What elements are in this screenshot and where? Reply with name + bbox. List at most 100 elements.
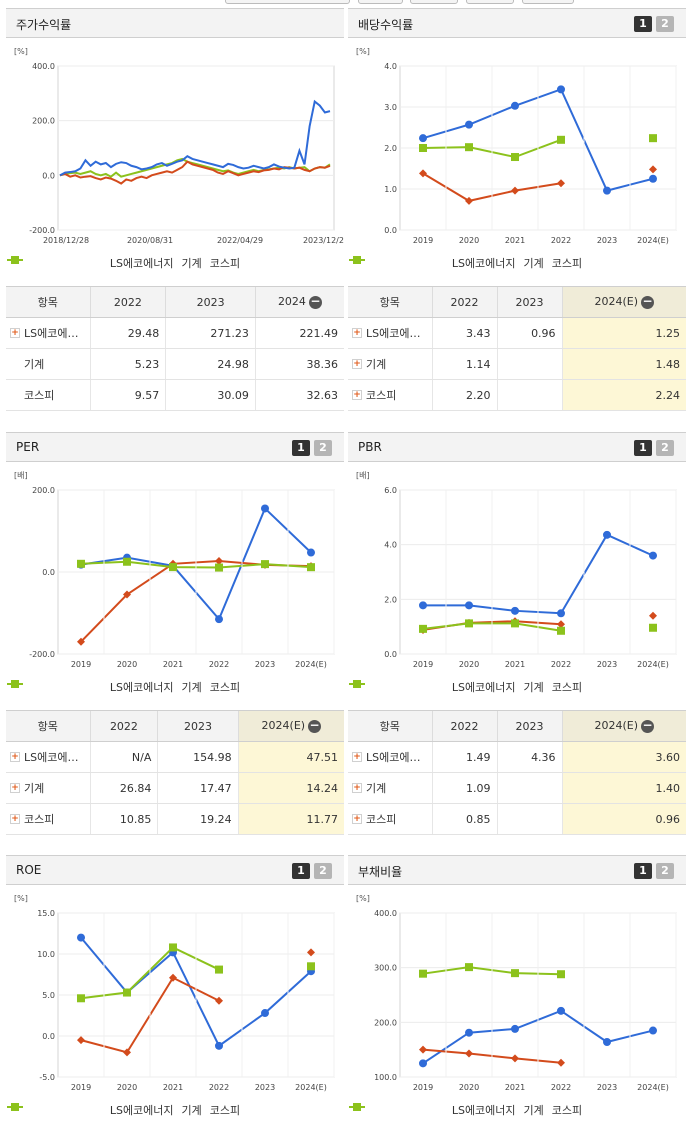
per-chart: [배] 200.0 0.0 -200.0 2019 2020 2021 2022 2023 202… [6, 462, 344, 698]
value-cell: 3.60 [561, 741, 686, 773]
data-point-ls [557, 85, 565, 94]
top-tab-4[interactable] [466, 0, 514, 4]
expand-plus-icon[interactable]: + [352, 390, 362, 400]
expand-plus-icon[interactable]: + [352, 328, 362, 338]
x-tick-label: 2019 [413, 1083, 433, 1092]
row-name-cell: + 기계 [348, 348, 432, 380]
legend-item-machinery[interactable]: 기계 [7, 1102, 202, 1118]
top-tab-3[interactable] [410, 0, 458, 4]
expand-plus-icon[interactable]: + [10, 783, 20, 793]
pbr-view-2-button[interactable]: 2 [656, 440, 674, 456]
debt-view-2-button[interactable]: 2 [656, 863, 674, 879]
y-tick-label: 400.0 [374, 909, 397, 918]
legend-item-ls[interactable]: LS에코에너지 [349, 1102, 516, 1118]
roe-panel: ROE 1 2 [%] 15.0 10.0 5.0 0.0 -5.0 2019 2020 202… [6, 855, 344, 1121]
value-cell: 17.47 [157, 772, 239, 804]
per-table: 항목 2022 2023 2024(E) − + LS에코에… N/A 154.98… [6, 710, 344, 835]
x-tick-label: 2023 [597, 660, 617, 669]
data-point-machinery [511, 1054, 519, 1063]
collapse-minus-icon[interactable]: − [641, 717, 655, 733]
expand-plus-icon[interactable]: + [352, 752, 362, 762]
data-point-ls [465, 601, 473, 610]
y-tick-label: 10.0 [37, 950, 55, 959]
debt-ratio-panel: 부채비율 1 2 [%] 400.0 300.0 200.0 100.0 2019 2020… [348, 855, 686, 1121]
series-line-ls [59, 99, 331, 177]
expand-plus-icon[interactable]: + [10, 328, 20, 338]
legend-item-kospi[interactable]: 코스피 [349, 1102, 583, 1118]
pbr-chart: [배] 6.0 4.0 2.0 0.0 2019 2020 2021 2022 2023 2024(… [348, 462, 686, 698]
value-cell: 2.24 [561, 379, 686, 411]
expand-plus-icon[interactable]: + [352, 359, 362, 369]
legend-item-kospi[interactable]: 코스피 [349, 679, 582, 695]
legend-item-kospi[interactable]: 코스피 [349, 255, 583, 271]
value-cell [496, 379, 563, 411]
legend-label: 코스피 [209, 681, 241, 694]
y-tick-label: 4.0 [384, 62, 397, 71]
x-tick-label: 2023 [597, 236, 617, 245]
data-point-kospi [77, 559, 85, 568]
collapse-minus-icon[interactable]: − [308, 717, 322, 733]
legend-item-machinery[interactable]: 기계 [7, 255, 202, 271]
legend-item-machinery[interactable]: 기계 [7, 679, 202, 695]
data-point-machinery [123, 1048, 131, 1057]
data-point-ls [261, 1009, 269, 1018]
expand-plus-icon[interactable]: + [10, 752, 20, 762]
legend-label: 코스피 [551, 1104, 583, 1117]
x-tick-label: 2022 [551, 236, 571, 245]
chart-legend: LS에코에너지 기계 코스피 [6, 679, 344, 695]
col-header-2024e: 2024(E) − [561, 710, 686, 742]
data-point-kospi [557, 135, 565, 144]
col-header-item: 항목 [6, 286, 90, 318]
col-header-2024e: 2024(E) − [561, 286, 686, 318]
legend-item-kospi[interactable]: 코스피 [7, 255, 240, 271]
dividend-table: 항목 2022 2023 2024(E) − + LS에코에… 3.43 0.96 … [348, 286, 686, 411]
dividend-view-1-button[interactable]: 1 [634, 16, 652, 32]
col-header-2024e-label: 2024(E) [594, 295, 639, 309]
data-point-kospi [557, 970, 565, 979]
legend-item-machinery[interactable]: 기계 [349, 255, 544, 271]
top-tab-5[interactable] [522, 0, 574, 4]
legend-item-ls[interactable]: LS에코에너지 [349, 679, 516, 695]
data-point-ls [307, 548, 315, 557]
debt-view-1-button[interactable]: 1 [634, 863, 652, 879]
expand-plus-icon[interactable]: + [352, 814, 362, 824]
x-tick-label: 2022 [551, 660, 571, 669]
value-cell: 2.20 [431, 379, 498, 411]
legend-label: 코스피 [551, 257, 583, 270]
roe-view-1-button[interactable]: 1 [292, 863, 310, 879]
unit-label: [배] [356, 471, 370, 480]
legend-item-ls[interactable]: LS에코에너지 [7, 255, 174, 271]
col-header-2022: 2022 [89, 710, 158, 742]
legend-item-ls[interactable]: LS에코에너지 [7, 1102, 174, 1118]
per-title: PER [16, 440, 40, 454]
legend-item-ls[interactable]: LS에코에너지 [7, 679, 174, 695]
pbr-view-1-button[interactable]: 1 [634, 440, 652, 456]
legend-item-machinery[interactable]: 기계 [349, 679, 544, 695]
roe-view-2-button[interactable]: 2 [314, 863, 332, 879]
y-tick-label: 0.0 [42, 568, 55, 577]
value-cell: 1.09 [431, 772, 498, 804]
row-name: 기계 [24, 358, 45, 371]
top-tab-1[interactable] [225, 0, 350, 4]
expand-plus-icon[interactable]: + [10, 814, 20, 824]
collapse-minus-icon[interactable]: − [641, 293, 655, 309]
top-tab-2[interactable] [358, 0, 403, 4]
col-header-2024e-label: 2024(E) [594, 719, 639, 733]
data-point-ls [603, 1038, 611, 1047]
col-header-2023: 2023 [496, 286, 563, 318]
dividend-view-2-button[interactable]: 2 [656, 16, 674, 32]
data-point-machinery [557, 179, 565, 188]
legend-item-kospi[interactable]: 코스피 [7, 679, 241, 695]
collapse-minus-icon[interactable]: − [308, 293, 322, 309]
per-view-2-button[interactable]: 2 [314, 440, 332, 456]
top-toolbar-fragment [0, 0, 691, 6]
x-tick-label: 2024(E) [637, 660, 669, 669]
col-header-2022: 2022 [431, 286, 498, 318]
legend-item-machinery[interactable]: 기계 [349, 1102, 544, 1118]
legend-item-ls[interactable]: LS에코에너지 [349, 255, 516, 271]
data-point-kospi [261, 560, 269, 569]
per-view-1-button[interactable]: 1 [292, 440, 310, 456]
expand-plus-icon[interactable]: + [352, 783, 362, 793]
legend-item-kospi[interactable]: 코스피 [7, 1102, 240, 1118]
table-row: + LS에코에… 1.49 4.36 3.60 [348, 741, 686, 773]
